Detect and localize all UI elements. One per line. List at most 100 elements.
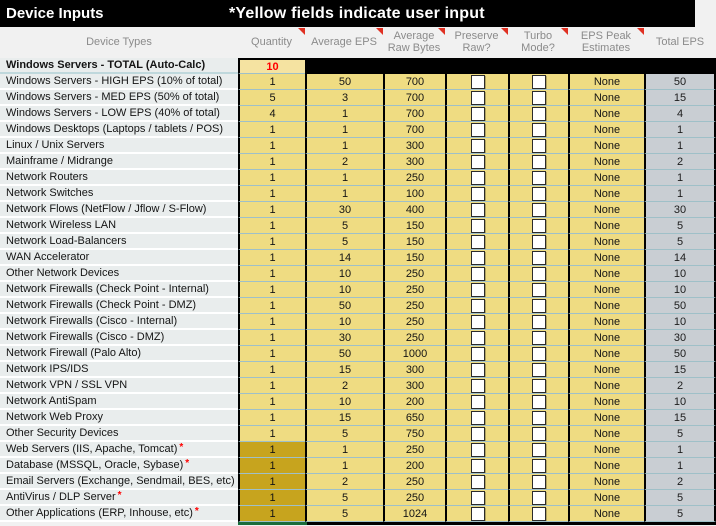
- quantity-cell[interactable]: 1: [238, 154, 305, 170]
- average-raw-bytes-cell[interactable]: 1000: [383, 346, 445, 362]
- average-raw-bytes-cell[interactable]: 250: [383, 330, 445, 346]
- quantity-cell[interactable]: 1: [238, 250, 305, 266]
- average-eps-cell[interactable]: 10: [305, 394, 383, 410]
- quantity-cell[interactable]: 1: [238, 74, 305, 90]
- preserve-raw-checkbox[interactable]: [470, 122, 485, 137]
- eps-peak-estimate-cell[interactable]: None: [568, 426, 644, 442]
- eps-peak-estimate-cell[interactable]: None: [568, 378, 644, 394]
- average-raw-bytes-cell[interactable]: 250: [383, 490, 445, 506]
- eps-peak-estimate-cell[interactable]: None: [568, 170, 644, 186]
- quantity-cell[interactable]: 1: [238, 490, 305, 506]
- average-raw-bytes-cell[interactable]: 750: [383, 426, 445, 442]
- average-eps-cell[interactable]: 14: [305, 250, 383, 266]
- preserve-raw-checkbox[interactable]: [470, 106, 485, 121]
- quantity-cell[interactable]: 4: [238, 106, 305, 122]
- average-eps-cell[interactable]: 3: [305, 90, 383, 106]
- eps-peak-estimate-cell[interactable]: None: [568, 202, 644, 218]
- eps-peak-estimate-cell[interactable]: None: [568, 106, 644, 122]
- average-raw-bytes-cell[interactable]: 150: [383, 250, 445, 266]
- turbo-mode-checkbox[interactable]: [532, 234, 546, 249]
- average-raw-bytes-cell[interactable]: 250: [383, 282, 445, 298]
- average-eps-cell[interactable]: 50: [305, 74, 383, 90]
- preserve-raw-checkbox[interactable]: [470, 426, 485, 441]
- turbo-mode-checkbox[interactable]: [532, 266, 546, 281]
- turbo-mode-checkbox[interactable]: [532, 458, 546, 473]
- eps-peak-estimate-cell[interactable]: None: [568, 490, 644, 506]
- turbo-mode-checkbox[interactable]: [532, 218, 546, 233]
- average-raw-bytes-cell[interactable]: 200: [383, 458, 445, 474]
- average-eps-cell[interactable]: 1: [305, 186, 383, 202]
- turbo-mode-checkbox[interactable]: [532, 298, 546, 313]
- average-raw-bytes-cell[interactable]: 200: [383, 394, 445, 410]
- average-raw-bytes-cell[interactable]: 250: [383, 266, 445, 282]
- quantity-cell[interactable]: 1: [238, 442, 305, 458]
- average-raw-bytes-cell[interactable]: 250: [383, 170, 445, 186]
- turbo-mode-checkbox[interactable]: [532, 330, 546, 345]
- quantity-cell[interactable]: 1: [238, 218, 305, 234]
- average-raw-bytes-cell[interactable]: 650: [383, 410, 445, 426]
- preserve-raw-checkbox[interactable]: [470, 266, 485, 281]
- quantity-cell[interactable]: 1: [238, 410, 305, 426]
- eps-peak-estimate-cell[interactable]: None: [568, 138, 644, 154]
- average-eps-cell[interactable]: 50: [305, 298, 383, 314]
- eps-peak-estimate-cell[interactable]: None: [568, 234, 644, 250]
- eps-peak-estimate-cell[interactable]: None: [568, 362, 644, 378]
- average-eps-cell[interactable]: 30: [305, 202, 383, 218]
- turbo-mode-checkbox[interactable]: [532, 138, 546, 153]
- preserve-raw-checkbox[interactable]: [470, 138, 485, 153]
- quantity-cell[interactable]: 1: [238, 362, 305, 378]
- quantity-cell[interactable]: 1: [238, 202, 305, 218]
- average-raw-bytes-cell[interactable]: 250: [383, 314, 445, 330]
- turbo-mode-checkbox[interactable]: [532, 410, 546, 425]
- turbo-mode-checkbox[interactable]: [532, 346, 546, 361]
- quantity-cell[interactable]: 1: [238, 426, 305, 442]
- preserve-raw-checkbox[interactable]: [470, 378, 485, 393]
- quantity-cell[interactable]: 1: [238, 266, 305, 282]
- quantity-cell[interactable]: 5: [238, 90, 305, 106]
- average-raw-bytes-cell[interactable]: 700: [383, 106, 445, 122]
- preserve-raw-checkbox[interactable]: [470, 282, 485, 297]
- average-eps-cell[interactable]: 5: [305, 234, 383, 250]
- preserve-raw-checkbox[interactable]: [470, 298, 485, 313]
- eps-peak-estimate-cell[interactable]: None: [568, 282, 644, 298]
- average-eps-cell[interactable]: 2: [305, 154, 383, 170]
- average-raw-bytes-cell[interactable]: 700: [383, 90, 445, 106]
- eps-peak-estimate-cell[interactable]: None: [568, 330, 644, 346]
- eps-peak-estimate-cell[interactable]: None: [568, 442, 644, 458]
- turbo-mode-checkbox[interactable]: [532, 490, 546, 505]
- average-eps-cell[interactable]: 1: [305, 106, 383, 122]
- average-eps-cell[interactable]: 15: [305, 410, 383, 426]
- turbo-mode-checkbox[interactable]: [532, 394, 546, 409]
- turbo-mode-checkbox[interactable]: [532, 362, 546, 377]
- eps-peak-estimate-cell[interactable]: None: [568, 154, 644, 170]
- eps-peak-estimate-cell[interactable]: None: [568, 394, 644, 410]
- preserve-raw-checkbox[interactable]: [470, 346, 485, 361]
- eps-peak-estimate-cell[interactable]: None: [568, 410, 644, 426]
- preserve-raw-checkbox[interactable]: [470, 506, 485, 521]
- average-raw-bytes-cell[interactable]: 250: [383, 298, 445, 314]
- average-raw-bytes-cell[interactable]: 300: [383, 138, 445, 154]
- average-eps-cell[interactable]: 5: [305, 218, 383, 234]
- turbo-mode-checkbox[interactable]: [532, 426, 546, 441]
- eps-peak-estimate-cell[interactable]: None: [568, 122, 644, 138]
- average-raw-bytes-cell[interactable]: 400: [383, 202, 445, 218]
- eps-peak-estimate-cell[interactable]: None: [568, 458, 644, 474]
- average-eps-cell[interactable]: 1: [305, 170, 383, 186]
- preserve-raw-checkbox[interactable]: [470, 474, 485, 489]
- average-eps-cell[interactable]: 1: [305, 458, 383, 474]
- eps-peak-estimate-cell[interactable]: None: [568, 218, 644, 234]
- preserve-raw-checkbox[interactable]: [470, 490, 485, 505]
- average-eps-cell[interactable]: 30: [305, 330, 383, 346]
- preserve-raw-checkbox[interactable]: [470, 442, 485, 457]
- average-raw-bytes-cell[interactable]: 150: [383, 234, 445, 250]
- average-eps-cell[interactable]: 10: [305, 266, 383, 282]
- average-eps-cell[interactable]: 1: [305, 442, 383, 458]
- quantity-cell[interactable]: 1: [238, 314, 305, 330]
- turbo-mode-checkbox[interactable]: [532, 474, 546, 489]
- eps-peak-estimate-cell[interactable]: None: [568, 314, 644, 330]
- eps-peak-estimate-cell[interactable]: None: [568, 506, 644, 522]
- quantity-cell[interactable]: 1: [238, 346, 305, 362]
- preserve-raw-checkbox[interactable]: [470, 330, 485, 345]
- turbo-mode-checkbox[interactable]: [532, 202, 546, 217]
- average-eps-cell[interactable]: 1: [305, 122, 383, 138]
